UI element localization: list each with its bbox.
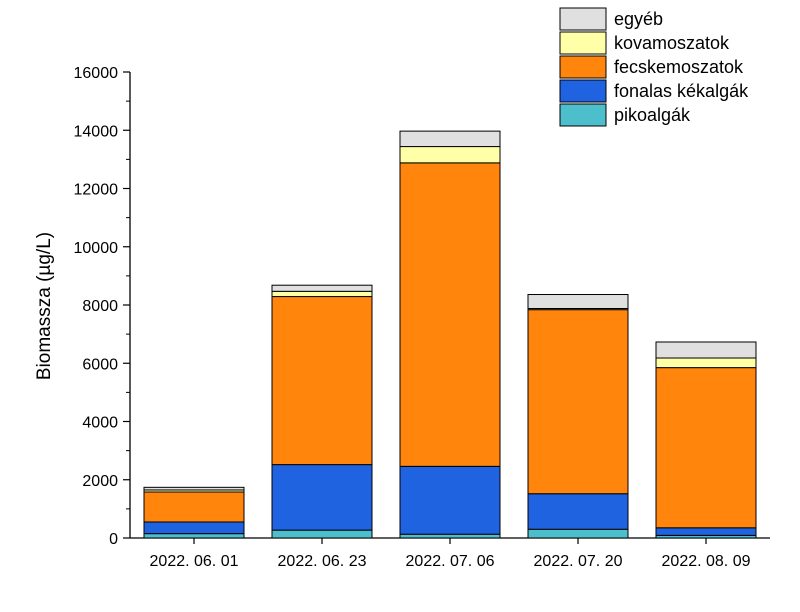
legend: egyéb kovamoszatok fecskemoszatok fonalas k…	[559, 7, 749, 127]
bar-segment	[271, 464, 373, 531]
legend-label: fecskemoszatok	[614, 57, 744, 77]
bar-stack	[399, 130, 501, 539]
bar-segment	[655, 527, 757, 536]
bar-stack	[143, 486, 245, 539]
legend-swatch	[559, 7, 607, 31]
bar-segment	[271, 296, 373, 466]
bar-segment	[143, 491, 245, 523]
bar-segment	[399, 533, 501, 539]
bar-segment	[399, 162, 501, 467]
y-tick-label: 4000	[82, 415, 118, 432]
x-tick-label: 2022. 06. 23	[278, 553, 367, 570]
y-tick-label: 16000	[74, 65, 119, 82]
bar-stack	[655, 341, 757, 539]
legend-label: kovamoszatok	[614, 33, 730, 53]
bars	[143, 130, 757, 539]
bar-segment	[271, 284, 373, 292]
legend-label: egyéb	[614, 9, 663, 29]
y-tick-label: 10000	[74, 240, 119, 257]
bar-stack	[271, 284, 373, 539]
y-tick-label: 6000	[82, 356, 118, 373]
bar-segment	[527, 294, 629, 309]
y-tick-label: 2000	[82, 473, 118, 490]
y-tick-label: 12000	[74, 182, 119, 199]
bar-segment	[527, 528, 629, 539]
bar-segment	[655, 367, 757, 529]
bar-segment	[143, 521, 245, 535]
bar-segment	[527, 493, 629, 530]
bar-segment	[399, 465, 501, 535]
bar-segment	[399, 146, 501, 164]
y-axis-label: Biomassza (µg/L)	[34, 232, 55, 380]
y-tick-label: 14000	[74, 123, 119, 140]
legend-swatch	[559, 103, 607, 127]
bar-segment	[271, 290, 373, 298]
bar-segment	[143, 533, 245, 539]
bar-segment	[271, 529, 373, 539]
x-tick-label: 2022. 08. 09	[662, 553, 751, 570]
legend-label: fonalas kékalgák	[614, 81, 749, 101]
bar-stack	[527, 294, 629, 539]
bar-segment	[143, 486, 245, 491]
y-tick-label: 0	[109, 531, 118, 548]
legend-swatch	[559, 31, 607, 55]
legend-swatch	[559, 55, 607, 79]
x-tick-label: 2022. 07. 20	[534, 553, 623, 570]
bar-segment	[655, 357, 757, 369]
y-tick-label: 8000	[82, 298, 118, 315]
legend-label: pikoalgák	[614, 105, 691, 125]
bar-segment	[655, 341, 757, 359]
axes: 0 2000 4000 6000 8000 10000 12000 14000 16000 202…	[74, 65, 770, 570]
bar-segment	[527, 309, 629, 495]
bar-segment	[399, 130, 501, 148]
x-tick-label: 2022. 07. 06	[406, 553, 495, 570]
legend-swatch	[559, 79, 607, 103]
x-tick-label: 2022. 06. 01	[150, 553, 239, 570]
